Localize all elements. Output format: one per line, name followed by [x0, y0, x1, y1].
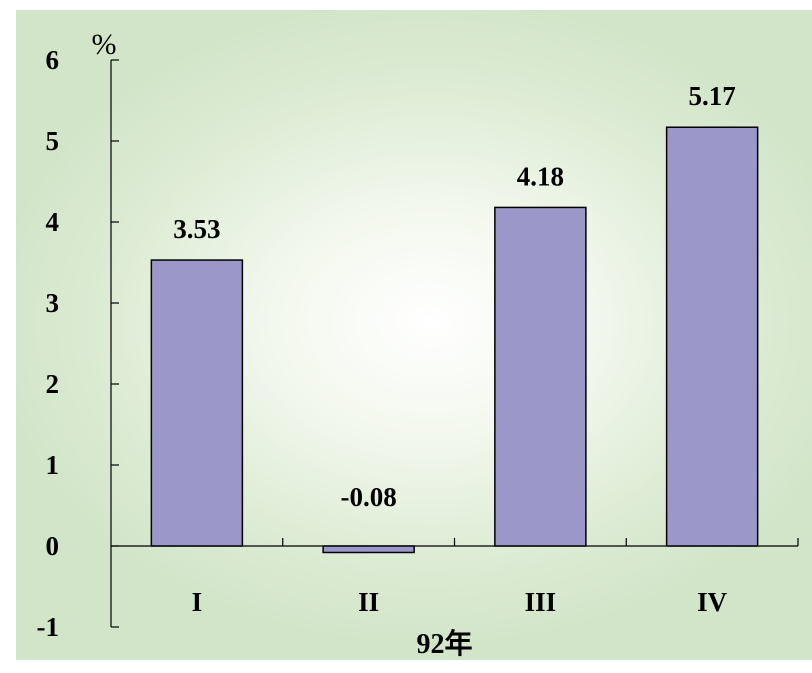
chart-area: -1 0 1 2 3 4 5 6 I II III IV 3.53 -0.08 4.18 5.17 % 9…: [16, 10, 812, 660]
x-tick-label: II: [358, 587, 379, 617]
y-tick-label: 2: [46, 369, 60, 399]
data-label: 5.17: [689, 81, 736, 111]
bar-II: [322, 545, 415, 554]
bar-III: [494, 206, 587, 547]
y-tick-label: 1: [46, 450, 60, 480]
bar-IV: [665, 126, 759, 547]
bars: [150, 126, 759, 554]
x-tick-label: I: [192, 587, 203, 617]
x-tick-label: III: [525, 587, 557, 617]
data-label: 4.18: [517, 161, 564, 191]
y-tick-label: -1: [37, 612, 60, 642]
y-axis-unit-label: %: [92, 28, 117, 61]
y-tick-label: 6: [46, 45, 60, 75]
y-axis: -1 0 1 2 3 4 5 6: [37, 45, 119, 642]
data-labels: 3.53 -0.08 4.18 5.17: [173, 81, 736, 512]
x-tick-label: IV: [697, 587, 728, 617]
y-tick-label: 5: [46, 126, 60, 156]
data-label: -0.08: [341, 482, 397, 512]
y-tick-label: 4: [46, 207, 60, 237]
x-axis: I II III IV: [111, 538, 799, 617]
x-axis-title: 92年: [416, 627, 472, 660]
bar-I: [150, 259, 244, 547]
y-tick-label: 0: [46, 531, 60, 561]
y-tick-label: 3: [46, 288, 60, 318]
data-label: 3.53: [173, 214, 220, 244]
